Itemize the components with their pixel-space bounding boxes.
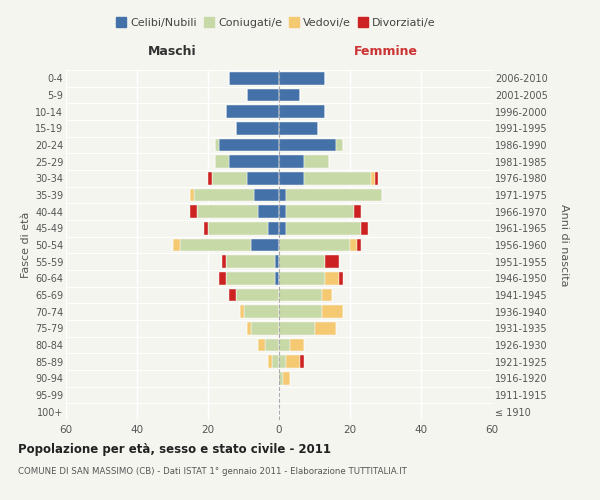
Bar <box>244 306 279 318</box>
Bar <box>279 72 325 85</box>
Bar <box>226 272 275 284</box>
Bar <box>229 289 236 301</box>
Bar <box>279 339 290 351</box>
Bar <box>279 372 283 384</box>
Bar <box>336 138 343 151</box>
Bar <box>251 322 279 334</box>
Bar <box>215 138 218 151</box>
Bar <box>275 272 279 284</box>
Bar <box>254 188 279 201</box>
Bar <box>212 172 247 184</box>
Bar <box>226 106 279 118</box>
Bar <box>279 289 322 301</box>
Bar <box>251 239 279 251</box>
Bar <box>340 272 343 284</box>
Bar <box>279 172 304 184</box>
Bar <box>247 172 279 184</box>
Bar <box>179 239 251 251</box>
Bar <box>279 256 325 268</box>
Bar <box>208 222 268 234</box>
Bar <box>218 138 279 151</box>
Legend: Celibi/Nubili, Coniugati/e, Vedovi/e, Divorziati/e: Celibi/Nubili, Coniugati/e, Vedovi/e, Di… <box>112 13 440 32</box>
Bar <box>279 306 322 318</box>
Bar <box>279 122 318 134</box>
Bar <box>286 356 301 368</box>
Bar <box>304 156 329 168</box>
Bar <box>205 222 208 234</box>
Bar <box>322 306 343 318</box>
Bar <box>236 122 279 134</box>
Bar <box>272 356 279 368</box>
Bar <box>279 188 286 201</box>
Bar <box>279 272 325 284</box>
Bar <box>286 206 353 218</box>
Bar <box>325 256 340 268</box>
Text: Femmine: Femmine <box>353 46 418 59</box>
Bar <box>322 289 332 301</box>
Text: COMUNE DI SAN MASSIMO (CB) - Dati ISTAT 1° gennaio 2011 - Elaborazione TUTTITALI: COMUNE DI SAN MASSIMO (CB) - Dati ISTAT … <box>18 468 407 476</box>
Bar <box>275 256 279 268</box>
Bar <box>283 372 290 384</box>
Bar <box>350 239 357 251</box>
Bar <box>265 339 279 351</box>
Bar <box>279 89 301 101</box>
Bar <box>247 89 279 101</box>
Bar <box>190 188 194 201</box>
Bar <box>279 239 350 251</box>
Bar <box>314 322 336 334</box>
Bar <box>304 172 371 184</box>
Bar <box>279 356 286 368</box>
Bar <box>279 156 304 168</box>
Bar <box>325 272 340 284</box>
Bar <box>279 222 286 234</box>
Bar <box>240 306 244 318</box>
Text: Maschi: Maschi <box>148 46 197 59</box>
Bar <box>247 322 251 334</box>
Y-axis label: Anni di nascita: Anni di nascita <box>559 204 569 286</box>
Bar <box>215 156 229 168</box>
Text: Popolazione per età, sesso e stato civile - 2011: Popolazione per età, sesso e stato civil… <box>18 442 331 456</box>
Bar <box>258 206 279 218</box>
Bar <box>371 172 375 184</box>
Bar <box>279 206 286 218</box>
Bar <box>197 206 258 218</box>
Bar <box>229 72 279 85</box>
Bar <box>194 188 254 201</box>
Bar <box>279 106 325 118</box>
Bar <box>353 206 361 218</box>
Bar <box>361 222 368 234</box>
Bar <box>218 272 226 284</box>
Bar <box>357 239 361 251</box>
Bar <box>208 172 212 184</box>
Bar <box>229 156 279 168</box>
Bar <box>286 222 361 234</box>
Bar <box>375 172 379 184</box>
Bar <box>301 356 304 368</box>
Bar <box>268 222 279 234</box>
Bar <box>279 138 336 151</box>
Bar <box>258 339 265 351</box>
Bar <box>222 256 226 268</box>
Bar <box>279 322 314 334</box>
Bar <box>226 256 275 268</box>
Bar <box>286 188 382 201</box>
Y-axis label: Fasce di età: Fasce di età <box>20 212 31 278</box>
Bar <box>290 339 304 351</box>
Bar <box>190 206 197 218</box>
Bar <box>173 239 179 251</box>
Bar <box>268 356 272 368</box>
Bar <box>236 289 279 301</box>
